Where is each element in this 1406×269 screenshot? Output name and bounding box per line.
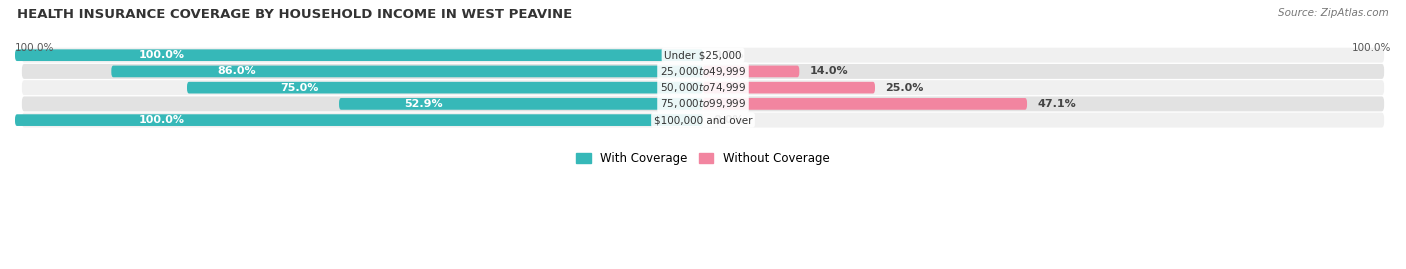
FancyBboxPatch shape (703, 98, 1026, 110)
Text: 100.0%: 100.0% (139, 50, 184, 60)
Text: 75.0%: 75.0% (280, 83, 318, 93)
Text: Under $25,000: Under $25,000 (664, 50, 742, 60)
FancyBboxPatch shape (187, 82, 703, 94)
Text: $50,000 to $74,999: $50,000 to $74,999 (659, 81, 747, 94)
FancyBboxPatch shape (15, 114, 703, 126)
Legend: With Coverage, Without Coverage: With Coverage, Without Coverage (572, 147, 834, 169)
Text: Source: ZipAtlas.com: Source: ZipAtlas.com (1278, 8, 1389, 18)
FancyBboxPatch shape (339, 98, 703, 110)
Text: 0.0%: 0.0% (713, 50, 744, 60)
FancyBboxPatch shape (22, 80, 1384, 95)
Text: 0.0%: 0.0% (713, 115, 744, 125)
Text: 47.1%: 47.1% (1038, 99, 1076, 109)
FancyBboxPatch shape (15, 49, 703, 61)
FancyBboxPatch shape (22, 96, 1384, 111)
Text: $25,000 to $49,999: $25,000 to $49,999 (659, 65, 747, 78)
FancyBboxPatch shape (22, 113, 1384, 128)
Text: 86.0%: 86.0% (218, 66, 256, 76)
Text: 100.0%: 100.0% (1351, 44, 1391, 54)
FancyBboxPatch shape (22, 48, 1384, 63)
Text: 100.0%: 100.0% (15, 44, 55, 54)
FancyBboxPatch shape (22, 64, 1384, 79)
FancyBboxPatch shape (703, 82, 875, 94)
Text: 14.0%: 14.0% (810, 66, 848, 76)
Text: HEALTH INSURANCE COVERAGE BY HOUSEHOLD INCOME IN WEST PEAVINE: HEALTH INSURANCE COVERAGE BY HOUSEHOLD I… (17, 8, 572, 21)
FancyBboxPatch shape (111, 66, 703, 77)
Text: $75,000 to $99,999: $75,000 to $99,999 (659, 97, 747, 110)
Text: $100,000 and over: $100,000 and over (654, 115, 752, 125)
FancyBboxPatch shape (703, 66, 800, 77)
Text: 25.0%: 25.0% (886, 83, 924, 93)
Text: 100.0%: 100.0% (139, 115, 184, 125)
Text: 52.9%: 52.9% (405, 99, 443, 109)
